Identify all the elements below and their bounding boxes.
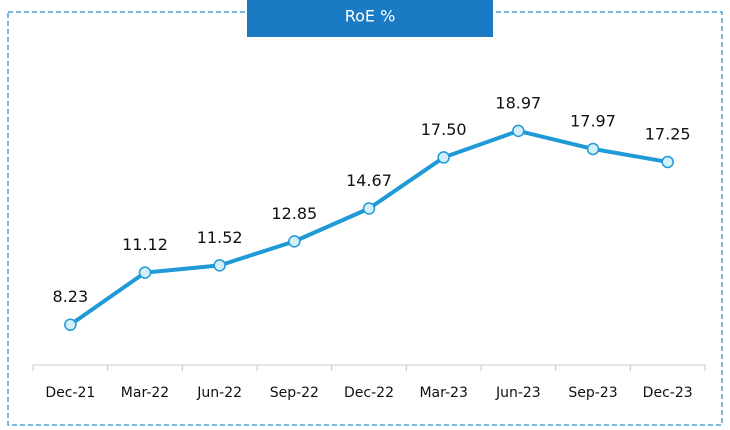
x-tick-label: Mar-22 xyxy=(121,385,169,401)
point xyxy=(362,202,376,215)
point xyxy=(138,266,152,279)
x-tick-label: Dec-21 xyxy=(45,385,95,401)
data-label: 11.12 xyxy=(122,235,168,254)
x-tick-label: Dec-23 xyxy=(643,385,693,401)
frame xyxy=(7,11,723,426)
x-tick-label: Jun-22 xyxy=(196,385,242,401)
data-label: 14.67 xyxy=(346,171,392,190)
data-label: 18.97 xyxy=(495,93,541,112)
point xyxy=(512,124,525,138)
data-label: 17.50 xyxy=(421,120,467,139)
point xyxy=(661,155,674,169)
data-label: 17.97 xyxy=(570,111,616,130)
x-tick-label: Dec-22 xyxy=(344,385,394,401)
point xyxy=(64,318,77,331)
data-label: 17.25 xyxy=(645,124,691,143)
chart-title: RoE % xyxy=(345,7,396,26)
data-label: 12.85 xyxy=(271,204,317,223)
x-tick-label: Mar-23 xyxy=(419,385,467,401)
point xyxy=(437,151,450,164)
x-tick-label: Sep-23 xyxy=(568,385,617,401)
data-label: 8.23 xyxy=(53,287,89,306)
x-tick-label: Jun-23 xyxy=(495,385,541,401)
point xyxy=(213,259,226,272)
line xyxy=(69,128,669,327)
data-label: 11.52 xyxy=(197,228,243,247)
title-box xyxy=(247,0,493,37)
x-tick-label: Sep-22 xyxy=(270,385,319,401)
point xyxy=(288,235,301,248)
point xyxy=(586,142,600,156)
